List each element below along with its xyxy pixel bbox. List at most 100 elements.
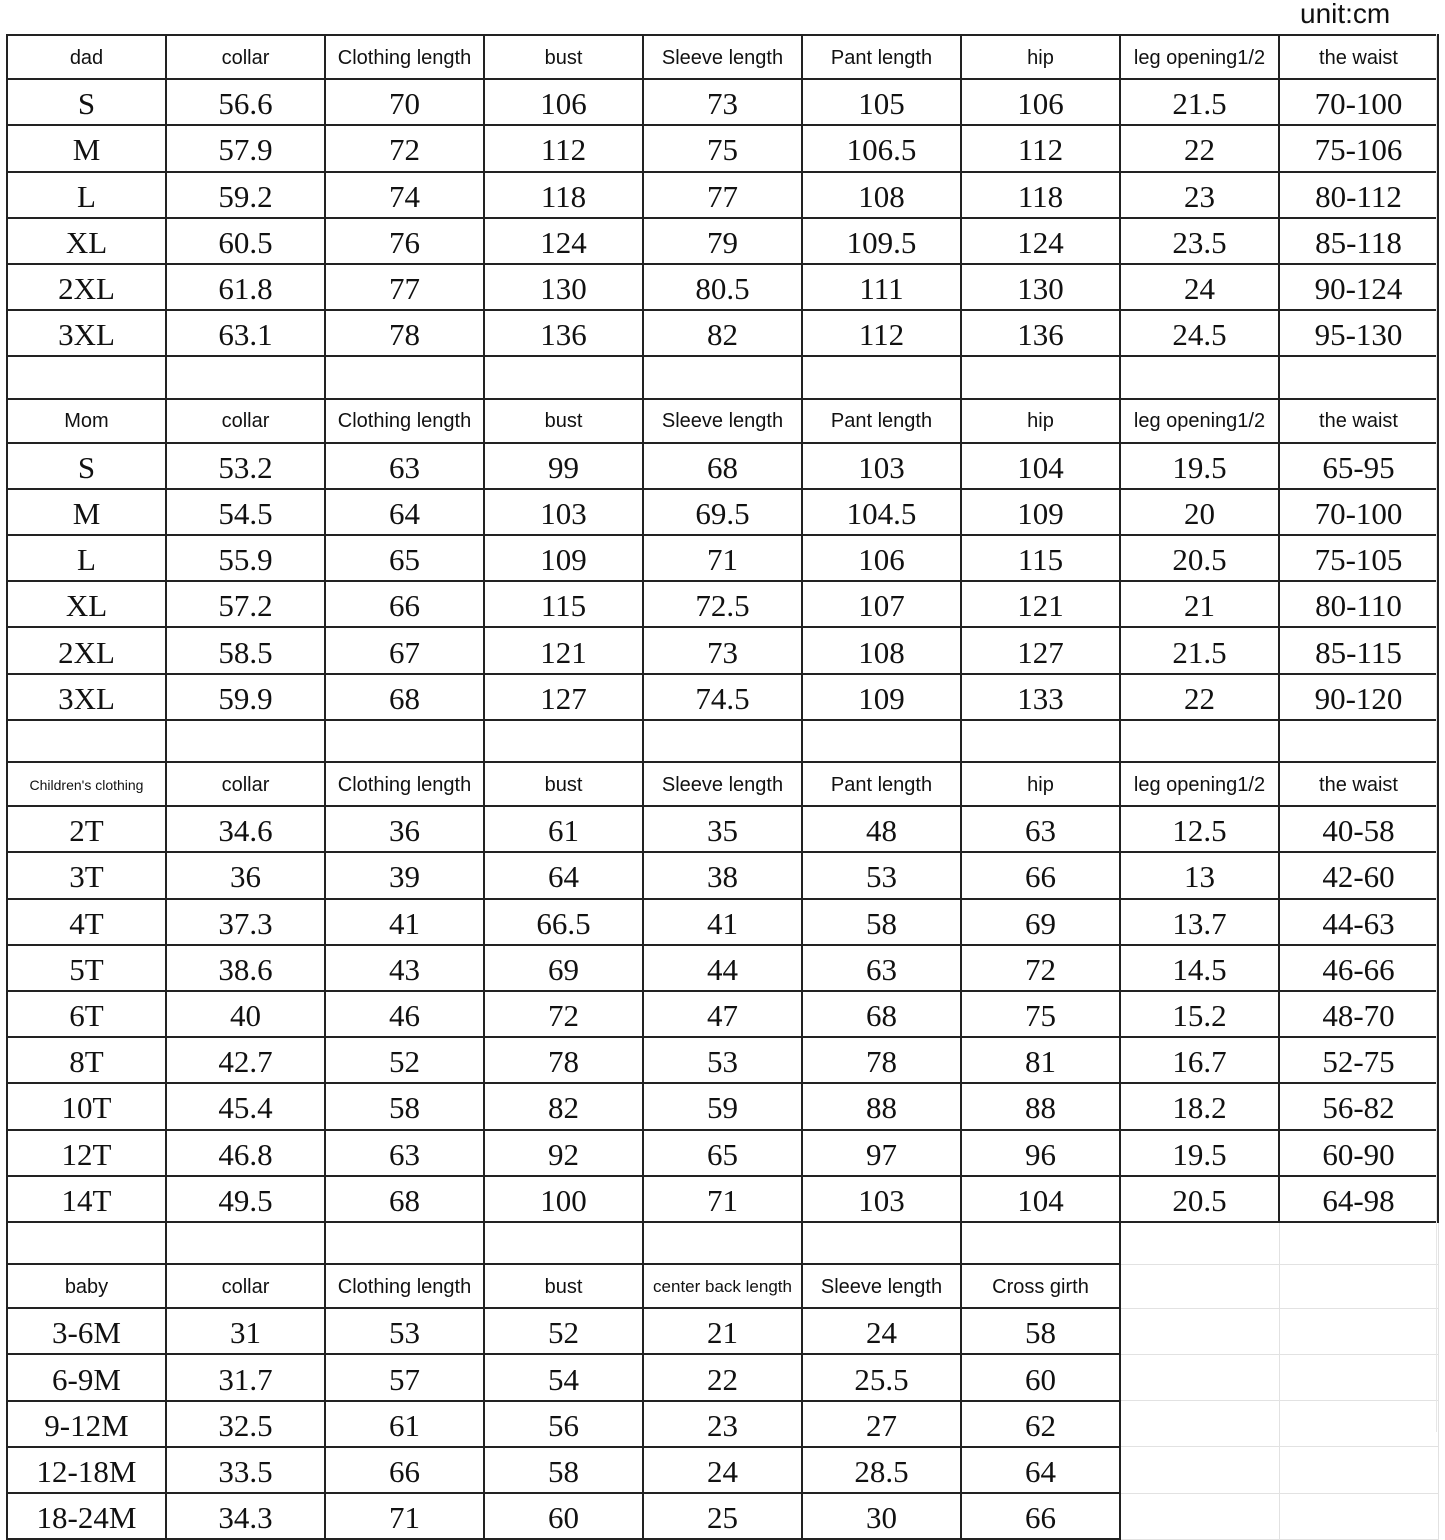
measurement-cell: 80-112 (1278, 170, 1439, 219)
measurement-cell: 111 (801, 262, 962, 312)
empty-cell (1119, 718, 1280, 764)
measurement-cell: 72.5 (642, 580, 803, 629)
measurement-cell: 25 (642, 1491, 803, 1540)
measurement-cell: 68 (324, 672, 485, 721)
measurement-cell: 33.5 (165, 1445, 326, 1495)
size-label: S (6, 441, 167, 490)
measurement-cell: 70-100 (1278, 487, 1439, 537)
size-label: 6T (6, 989, 167, 1039)
table-row: 14T 49.5 68 100 71 103 104 20.5 64-98 (6, 1174, 1439, 1223)
measurement-cell: 64 (324, 487, 485, 537)
empty-cell (1278, 718, 1439, 764)
empty-cell (1278, 1307, 1439, 1355)
measurement-cell: 81 (960, 1036, 1121, 1085)
measurement-cell: 90-120 (1278, 672, 1439, 721)
sheet-gridline (1436, 34, 1437, 1432)
measurement-cell: 74 (324, 170, 485, 219)
size-label: 6-9M (6, 1353, 167, 1402)
measurement-cell: 96 (960, 1128, 1121, 1177)
measurement-cell: 104 (960, 441, 1121, 490)
measurement-cell: 32.5 (165, 1399, 326, 1448)
table-row: 5T 38.6 43 69 44 63 72 14.5 46-66 (6, 943, 1439, 992)
measurement-cell: 48-70 (1278, 989, 1439, 1039)
empty-cell (1119, 1307, 1280, 1355)
size-label: 3XL (6, 672, 167, 721)
empty-cell (165, 1220, 326, 1266)
measurement-cell: 52 (324, 1036, 485, 1085)
measurement-cell: 20.5 (1119, 1174, 1280, 1223)
measurement-cell: 115 (483, 580, 644, 629)
measurement-cell: 57 (324, 1353, 485, 1402)
size-label: 2T (6, 805, 167, 854)
empty-cell (1278, 1221, 1439, 1265)
measurement-cell: 66.5 (483, 897, 644, 946)
table-row: 12T 46.8 63 92 65 97 96 19.5 60-90 (6, 1128, 1439, 1177)
measurement-cell: 82 (483, 1082, 644, 1131)
empty-cell (1119, 1353, 1280, 1402)
table-row: 6-9M 31.7 57 54 22 25.5 60 (6, 1353, 1439, 1402)
measurement-cell: 49.5 (165, 1174, 326, 1223)
measurement-cell: 115 (960, 534, 1121, 583)
measurement-cell: 56-82 (1278, 1082, 1439, 1131)
measurement-cell: 66 (960, 1491, 1121, 1540)
measurement-cell: 106.5 (801, 124, 962, 173)
section-header-row: dad collar Clothing length bust Sleeve lengt… (6, 33, 1439, 81)
column-header: the waist (1278, 397, 1439, 444)
empty-cell (801, 1220, 962, 1266)
measurement-cell: 58.5 (165, 626, 326, 675)
column-header: collar (165, 760, 326, 808)
measurement-cell: 60 (483, 1491, 644, 1540)
table-row: 6T 40 46 72 47 68 75 15.2 48-70 (6, 989, 1439, 1039)
measurement-cell: 105 (801, 78, 962, 127)
column-header: center back length (642, 1263, 803, 1310)
measurement-cell: 136 (483, 309, 644, 358)
column-header: hip (960, 760, 1121, 808)
measurement-cell: 39 (324, 851, 485, 900)
measurement-cell: 69 (960, 897, 1121, 946)
empty-cell (1119, 1492, 1280, 1540)
measurement-cell: 64-98 (1278, 1174, 1439, 1223)
empty-cell (960, 718, 1121, 764)
measurement-cell: 53 (801, 851, 962, 900)
measurement-cell: 77 (642, 170, 803, 219)
measurement-cell: 43 (324, 943, 485, 992)
measurement-cell: 41 (324, 897, 485, 946)
measurement-cell: 70-100 (1278, 78, 1439, 127)
measurement-cell: 60-90 (1278, 1128, 1439, 1177)
measurement-cell: 82 (642, 309, 803, 358)
measurement-cell: 109.5 (801, 216, 962, 265)
size-label: 3-6M (6, 1307, 167, 1356)
column-header: bust (483, 33, 644, 81)
measurement-cell: 61.8 (165, 262, 326, 312)
measurement-cell: 59.2 (165, 170, 326, 219)
empty-cell (483, 355, 644, 400)
column-header: collar (165, 397, 326, 444)
measurement-cell: 40-58 (1278, 805, 1439, 854)
size-label: 3XL (6, 309, 167, 358)
measurement-cell: 63 (960, 805, 1121, 854)
measurement-cell: 112 (483, 124, 644, 173)
measurement-cell: 90-124 (1278, 262, 1439, 312)
measurement-cell: 107 (801, 580, 962, 629)
measurement-cell: 108 (801, 170, 962, 219)
empty-cell (483, 1220, 644, 1266)
measurement-cell: 35 (642, 805, 803, 854)
measurement-cell: 121 (960, 580, 1121, 629)
spacer-row (6, 718, 1439, 764)
measurement-cell: 42.7 (165, 1036, 326, 1085)
empty-cell (324, 1220, 485, 1266)
table-row: 12-18M 33.5 66 58 24 28.5 64 (6, 1445, 1439, 1495)
empty-cell (801, 355, 962, 400)
measurement-cell: 73 (642, 78, 803, 127)
empty-cell (6, 1220, 167, 1266)
measurement-cell: 103 (483, 487, 644, 537)
measurement-cell: 78 (801, 1036, 962, 1085)
column-header: Pant length (801, 760, 962, 808)
measurement-cell: 65 (324, 534, 485, 583)
measurement-cell: 77 (324, 262, 485, 312)
measurement-cell: 31 (165, 1307, 326, 1356)
spacer-row (6, 1220, 1439, 1266)
measurement-cell: 65 (642, 1128, 803, 1177)
column-header: collar (165, 33, 326, 81)
measurement-cell: 36 (165, 851, 326, 900)
